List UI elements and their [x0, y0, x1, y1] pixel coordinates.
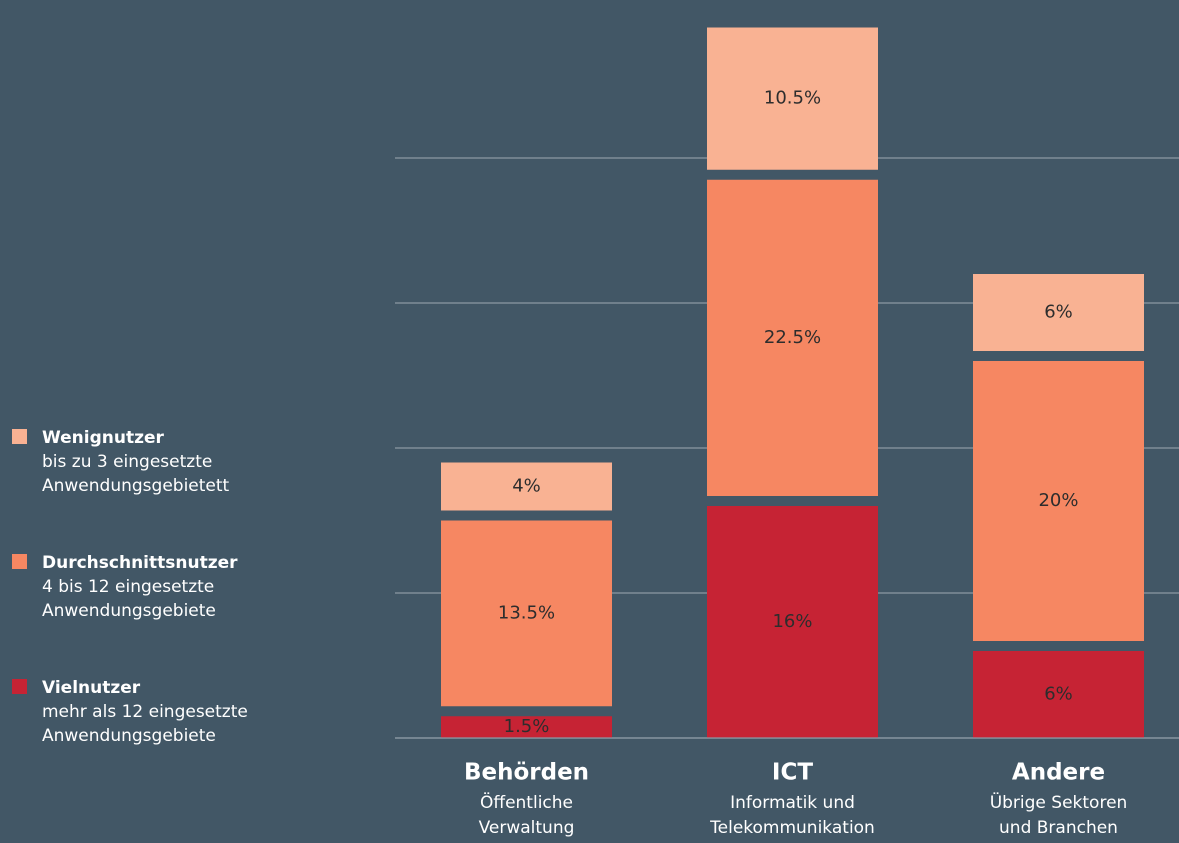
legend-name: Wenignutzer	[42, 428, 165, 448]
category-description: Übrige Sektoren	[990, 791, 1128, 813]
value-label: 10.5%	[764, 88, 821, 109]
value-label: 16%	[772, 611, 812, 632]
legend-swatch	[12, 679, 27, 694]
value-label: 1.5%	[504, 716, 550, 737]
legend-description: Anwendungsgebietett	[42, 476, 230, 496]
bar-segment	[441, 520, 612, 707]
category-description: und Branchen	[999, 818, 1118, 838]
category-description: Öffentliche	[480, 791, 573, 813]
legend-description: bis zu 3 eingesetzte	[42, 452, 212, 472]
bar-segment	[973, 651, 1144, 738]
category-label: ICT	[772, 760, 813, 786]
value-label: 13.5%	[498, 602, 555, 623]
category-description: Telekommunikation	[709, 818, 875, 838]
category-label: Andere	[1012, 760, 1105, 786]
bar-segment	[973, 274, 1144, 351]
value-label: 4%	[512, 476, 541, 497]
bar-segment	[707, 506, 878, 738]
value-label: 20%	[1038, 490, 1078, 511]
bar-segment	[973, 361, 1144, 641]
value-label: 6%	[1044, 684, 1073, 705]
category-description: Verwaltung	[479, 818, 575, 838]
bar-segment	[441, 716, 612, 738]
legend-swatch	[12, 429, 27, 444]
legend-name: Vielnutzer	[42, 678, 141, 698]
legend-name: Durchschnittsnutzer	[42, 553, 238, 573]
legend-description: Anwendungsgebiete	[42, 726, 216, 746]
legend-description: Anwendungsgebiete	[42, 601, 216, 621]
category-label: Behörden	[464, 760, 589, 786]
bar-segment	[441, 462, 612, 511]
bar-segment	[707, 179, 878, 496]
bar-segment	[707, 27, 878, 170]
legend-swatch	[12, 554, 27, 569]
legend-description: 4 bis 12 eingesetzte	[42, 577, 214, 597]
category-description: Informatik und	[730, 793, 855, 813]
legend-description: mehr als 12 eingesetzte	[42, 702, 248, 722]
value-label: 6%	[1044, 302, 1073, 323]
value-label: 22.5%	[764, 327, 821, 348]
